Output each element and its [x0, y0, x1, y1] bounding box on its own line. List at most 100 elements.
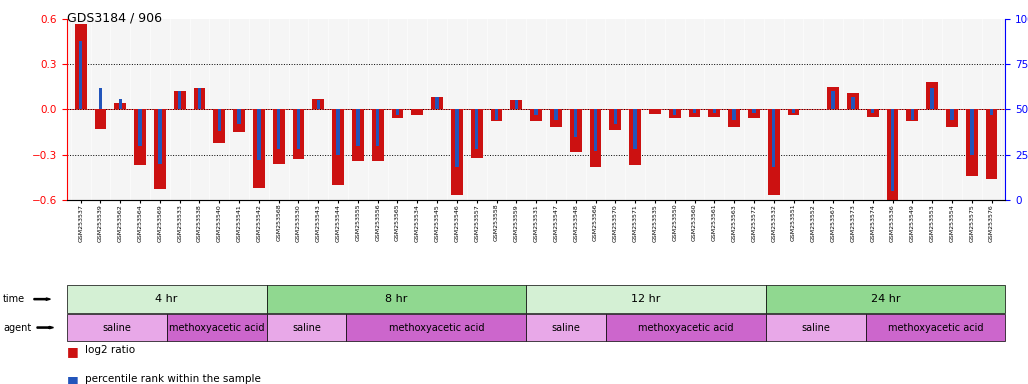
- Bar: [494, 109, 499, 120]
- Bar: [313, 99, 324, 109]
- Bar: [926, 83, 939, 109]
- Text: saline: saline: [292, 323, 321, 333]
- Bar: [535, 109, 538, 115]
- Bar: [673, 109, 676, 115]
- Text: ■: ■: [67, 374, 78, 384]
- Bar: [451, 109, 463, 195]
- Bar: [455, 109, 458, 167]
- Bar: [515, 101, 518, 109]
- Text: methoxyacetic acid: methoxyacetic acid: [888, 323, 983, 333]
- Bar: [431, 98, 443, 109]
- Bar: [594, 109, 597, 151]
- Bar: [114, 103, 126, 109]
- Bar: [233, 109, 245, 132]
- Text: methoxyacetic acid: methoxyacetic acid: [169, 323, 264, 333]
- Bar: [237, 109, 241, 124]
- Bar: [550, 109, 562, 127]
- Bar: [336, 109, 340, 155]
- Text: agent: agent: [3, 323, 31, 333]
- Text: methoxyacetic acid: methoxyacetic acid: [638, 323, 734, 333]
- Bar: [886, 109, 898, 203]
- Text: methoxyacetic acid: methoxyacetic acid: [389, 323, 484, 333]
- Text: saline: saline: [103, 323, 132, 333]
- Bar: [766, 314, 866, 341]
- Bar: [411, 109, 424, 116]
- Bar: [832, 91, 835, 109]
- Bar: [277, 109, 281, 149]
- Bar: [732, 109, 736, 120]
- Text: saline: saline: [801, 323, 831, 333]
- Bar: [396, 109, 399, 115]
- Bar: [792, 109, 796, 113]
- Text: ■: ■: [67, 345, 78, 358]
- Bar: [372, 109, 383, 161]
- Bar: [554, 109, 557, 120]
- Bar: [510, 101, 522, 109]
- Bar: [712, 109, 717, 113]
- Bar: [970, 109, 974, 155]
- Bar: [689, 109, 700, 117]
- Bar: [614, 109, 617, 124]
- Bar: [118, 99, 122, 109]
- Bar: [435, 97, 439, 109]
- Bar: [79, 41, 82, 109]
- Bar: [266, 314, 346, 341]
- Bar: [629, 109, 641, 165]
- Bar: [490, 109, 503, 121]
- Text: percentile rank within the sample: percentile rank within the sample: [85, 374, 261, 384]
- Bar: [332, 109, 344, 185]
- Bar: [669, 109, 681, 119]
- Bar: [95, 109, 107, 129]
- Bar: [787, 109, 800, 116]
- Bar: [708, 109, 721, 117]
- Bar: [965, 109, 978, 175]
- Bar: [986, 109, 997, 179]
- Text: saline: saline: [552, 323, 581, 333]
- Bar: [67, 314, 167, 341]
- Text: GDS3184 / 906: GDS3184 / 906: [67, 12, 161, 25]
- Bar: [134, 109, 146, 165]
- Bar: [828, 87, 839, 109]
- Text: log2 ratio: log2 ratio: [85, 345, 136, 355]
- Bar: [253, 109, 265, 188]
- Bar: [890, 109, 894, 191]
- Bar: [752, 109, 756, 113]
- Bar: [67, 285, 266, 313]
- Bar: [772, 109, 775, 167]
- Bar: [911, 109, 914, 120]
- Bar: [257, 109, 261, 160]
- Text: 24 hr: 24 hr: [871, 294, 901, 304]
- Bar: [768, 109, 779, 195]
- Bar: [748, 109, 760, 119]
- Bar: [158, 109, 161, 164]
- Bar: [693, 109, 696, 113]
- Bar: [376, 109, 379, 146]
- Bar: [475, 109, 478, 149]
- Bar: [530, 109, 542, 121]
- Bar: [633, 109, 637, 149]
- Bar: [75, 24, 86, 109]
- Text: 12 hr: 12 hr: [631, 294, 661, 304]
- Bar: [610, 109, 621, 131]
- Bar: [272, 109, 285, 164]
- Bar: [352, 109, 364, 161]
- Bar: [930, 88, 933, 109]
- Bar: [297, 109, 300, 149]
- Bar: [356, 109, 360, 146]
- Bar: [214, 109, 225, 142]
- Bar: [526, 285, 766, 313]
- Bar: [266, 285, 526, 313]
- Bar: [847, 93, 858, 109]
- Bar: [851, 97, 854, 109]
- Bar: [193, 88, 206, 109]
- Bar: [946, 109, 958, 127]
- Text: 4 hr: 4 hr: [155, 294, 178, 304]
- Bar: [907, 109, 918, 121]
- Bar: [990, 109, 993, 115]
- Bar: [178, 91, 182, 109]
- Bar: [649, 109, 661, 114]
- Bar: [766, 285, 1005, 313]
- Bar: [346, 314, 526, 341]
- Bar: [139, 109, 142, 146]
- Bar: [197, 88, 201, 109]
